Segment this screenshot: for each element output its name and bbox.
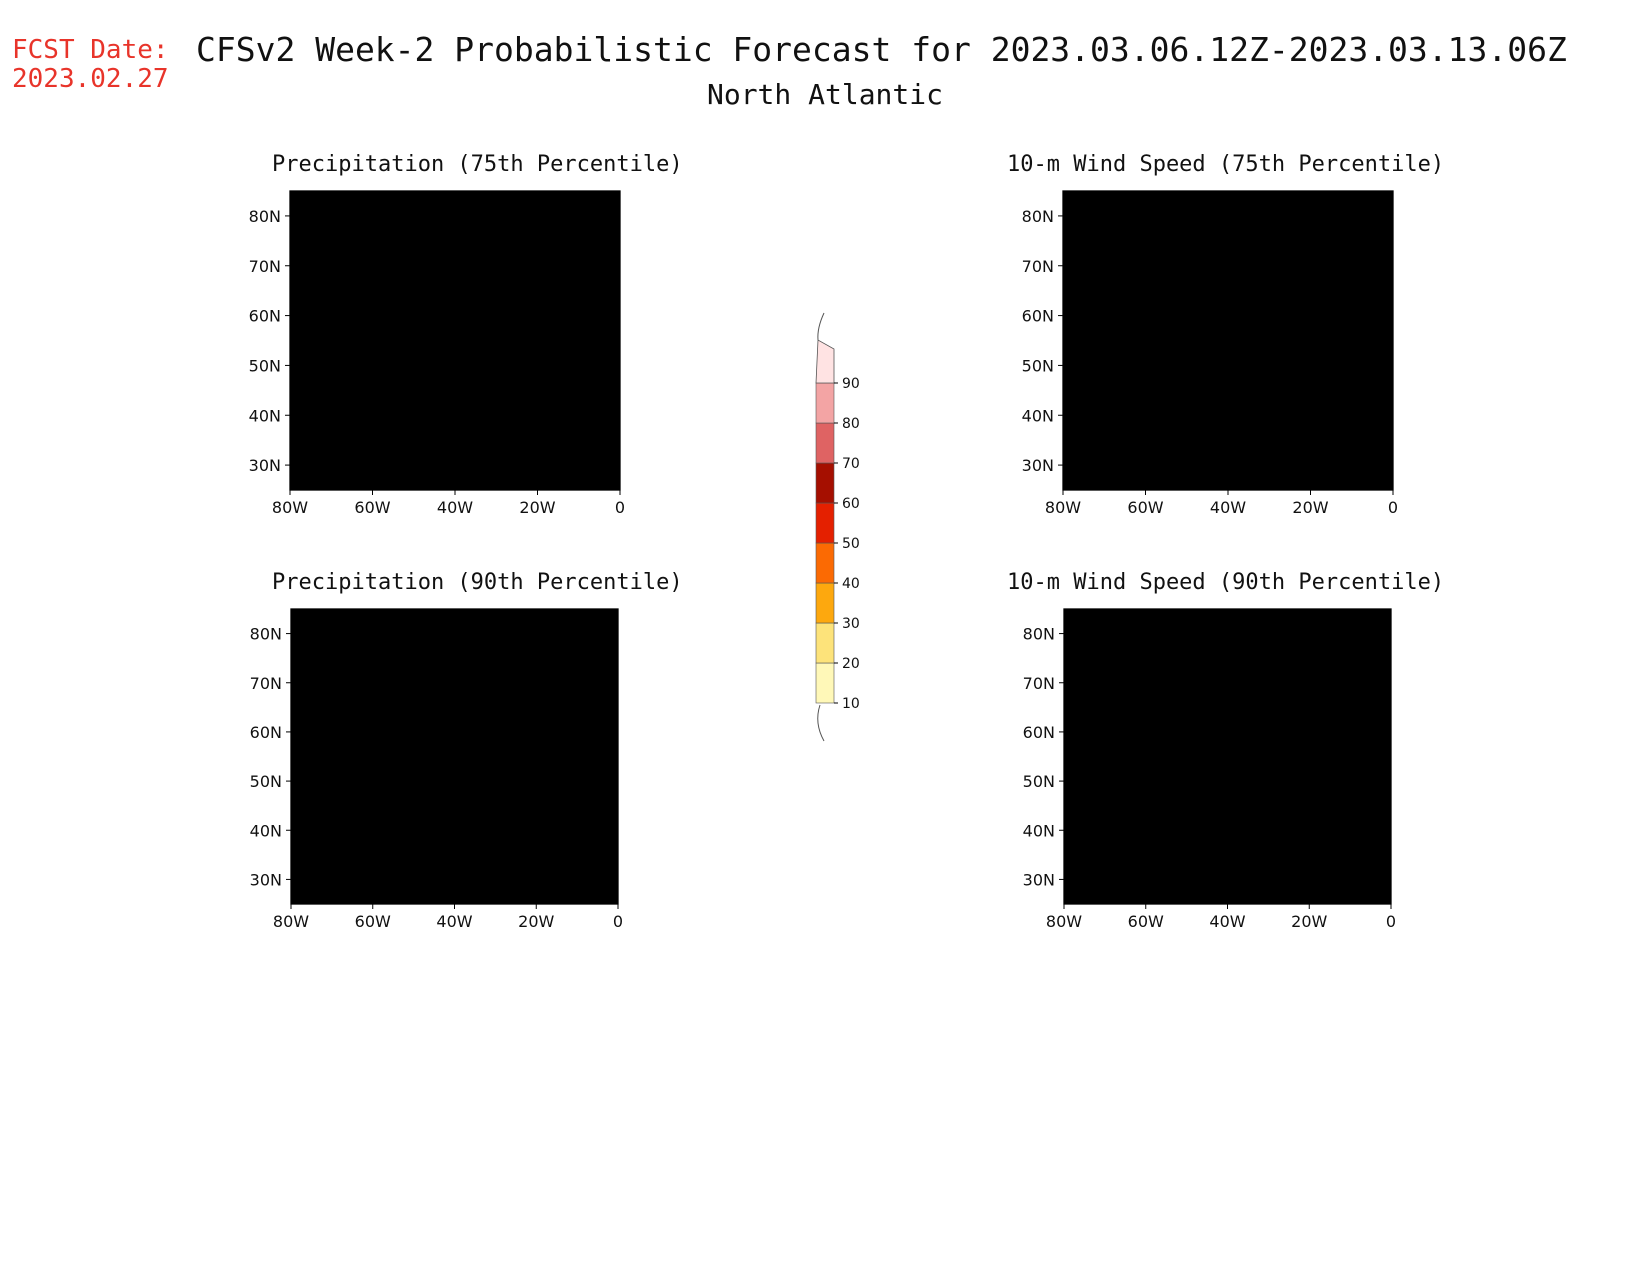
lat-label: 50N — [250, 772, 282, 791]
colorbar-swatch — [815, 462, 835, 504]
lon-label: 40W — [1209, 912, 1245, 931]
coastline — [291, 618, 618, 904]
lon-label: 80W — [273, 912, 309, 931]
lat-label: 30N — [250, 870, 282, 889]
colorbar-label: 50 — [842, 536, 860, 552]
colorbar-swatch — [815, 662, 835, 704]
lon-label: 20W — [518, 912, 554, 931]
panel-title-precip-90: Precipitation (90th Percentile) — [272, 570, 683, 595]
colorbar-swatch — [815, 582, 835, 624]
colorbar: 10 20 30 40 50 60 70 80 90 — [815, 312, 860, 742]
lat-label: 70N — [1022, 257, 1054, 276]
colorbar-label: 60 — [842, 496, 860, 512]
fcst-date-value: 2023.02.27 — [12, 64, 169, 94]
colorbar-swatch — [815, 339, 835, 384]
lat-label: 80N — [249, 207, 281, 226]
lon-label: 20W — [1291, 912, 1327, 931]
lon-label: 60W — [355, 912, 391, 931]
colorbar-swatch — [815, 542, 835, 584]
lat-label: 30N — [1022, 456, 1054, 475]
lat-label: 80N — [1023, 625, 1055, 644]
lat-label: 70N — [1023, 674, 1055, 693]
lat-label: 50N — [1023, 772, 1055, 791]
lat-label: 80N — [250, 625, 282, 644]
lat-label: 60N — [1022, 307, 1054, 326]
lat-label: 80N — [1022, 207, 1054, 226]
lon-label: 80W — [272, 498, 308, 517]
coastline — [1064, 618, 1391, 904]
colorbar-label: 40 — [842, 576, 860, 592]
colorbar-label: 30 — [842, 616, 860, 632]
lat-label: 40N — [1023, 821, 1055, 840]
lat-label: 30N — [1023, 870, 1055, 889]
lat-label: 70N — [249, 257, 281, 276]
forecast-date: FCST Date: 2023.02.27 — [12, 36, 169, 94]
colorbar-label: 70 — [842, 456, 860, 472]
colorbar-label: 90 — [842, 376, 860, 392]
lat-label: 60N — [1023, 723, 1055, 742]
map-precip-90: 80N 70N 60N 50N 40N 30N 80W 60W 40W 20W 0 — [250, 608, 623, 931]
lon-label: 20W — [519, 498, 555, 517]
colorbar-swatch — [815, 622, 835, 664]
region-subtitle: North Atlantic — [706, 78, 943, 111]
fcst-date-label: FCST Date: — [12, 35, 169, 65]
panel-title-wind-75: 10-m Wind Speed (75th Percentile) — [1007, 152, 1445, 177]
coastline-path — [290, 200, 620, 490]
coastline — [1063, 200, 1393, 490]
map-precip-75: 80N 70N 60N 50N 40N 30N 80W 60W 40W 20W 0 — [249, 190, 625, 517]
lat-label: 50N — [249, 356, 281, 375]
colorbar-swatch — [815, 422, 835, 464]
lon-label: 40W — [1210, 498, 1246, 517]
figure-title: CFSv2 Week-2 Probabilistic Forecast for … — [196, 30, 1567, 69]
lon-label: 0 — [1388, 498, 1398, 517]
colorbar-end-arrow — [817, 704, 825, 742]
lat-label: 60N — [249, 307, 281, 326]
colorbar-start-arrow — [817, 312, 825, 341]
lon-label: 0 — [613, 912, 623, 931]
lat-label: 30N — [249, 456, 281, 475]
lon-label: 60W — [1128, 912, 1164, 931]
lon-label: 20W — [1292, 498, 1328, 517]
lat-label: 40N — [1022, 406, 1054, 425]
lat-label: 40N — [249, 406, 281, 425]
lat-label: 60N — [250, 723, 282, 742]
coastline — [290, 200, 620, 490]
lon-label: 80W — [1046, 912, 1082, 931]
panel-title-wind-90: 10-m Wind Speed (90th Percentile) — [1007, 570, 1445, 595]
colorbar-swatch — [815, 502, 835, 544]
lat-label: 40N — [250, 821, 282, 840]
lon-label: 40W — [436, 912, 472, 931]
lon-label: 0 — [615, 498, 625, 517]
colorbar-label: 20 — [842, 656, 860, 672]
lat-label: 70N — [250, 674, 282, 693]
coastline-path — [291, 618, 618, 904]
lon-label: 60W — [354, 498, 390, 517]
colorbar-swatch — [815, 382, 835, 424]
coastline-path — [1064, 618, 1391, 904]
lon-label: 80W — [1045, 498, 1081, 517]
colorbar-label: 80 — [842, 416, 860, 432]
lat-label: 50N — [1022, 356, 1054, 375]
lon-label: 0 — [1386, 912, 1396, 931]
coastline-path — [1063, 200, 1393, 490]
map-wind-90: 80N 70N 60N 50N 40N 30N 80W 60W 40W 20W 0 — [1023, 608, 1396, 931]
panel-title-precip-75: Precipitation (75th Percentile) — [272, 152, 683, 177]
lon-label: 60W — [1127, 498, 1163, 517]
map-wind-75: 80N 70N 60N 50N 40N 30N 80W 60W 40W 20W 0 — [1022, 190, 1398, 517]
lon-label: 40W — [437, 498, 473, 517]
colorbar-label: 10 — [842, 696, 860, 712]
